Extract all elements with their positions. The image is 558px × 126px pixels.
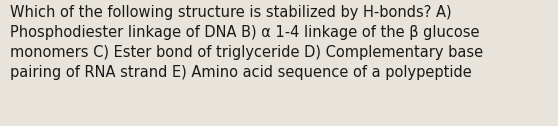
- Text: Which of the following structure is stabilized by H-bonds? A)
Phosphodiester lin: Which of the following structure is stab…: [10, 5, 483, 80]
